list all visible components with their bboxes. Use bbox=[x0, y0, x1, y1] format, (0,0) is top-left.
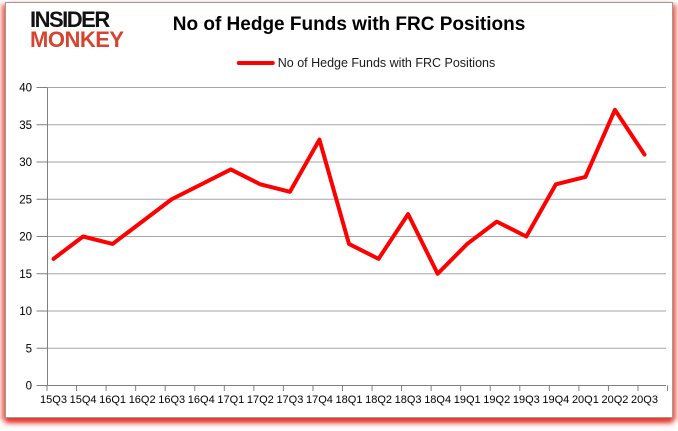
chart-title: No of Hedge Funds with FRC Positions bbox=[172, 14, 526, 35]
x-axis-label-19Q1: 19Q1 bbox=[454, 394, 481, 406]
x-axis-label-18Q4: 18Q4 bbox=[424, 394, 451, 406]
y-axis-label-40: 40 bbox=[19, 83, 32, 95]
x-axis-label-16Q2: 16Q2 bbox=[129, 394, 156, 406]
y-axis-label-20: 20 bbox=[19, 232, 32, 244]
x-axis-label-18Q1: 18Q1 bbox=[336, 394, 363, 406]
x-axis-label-17Q2: 17Q2 bbox=[247, 394, 274, 406]
x-axis-label-19Q4: 19Q4 bbox=[542, 394, 569, 406]
x-axis-label-19Q2: 19Q2 bbox=[483, 394, 510, 406]
y-axis-label-5: 5 bbox=[26, 343, 32, 355]
y-axis-label-0: 0 bbox=[26, 381, 32, 393]
insider-monkey-logo: INSIDER MONKEY bbox=[30, 7, 124, 52]
x-axis-label-20Q1: 20Q1 bbox=[572, 394, 599, 406]
legend-line-marker bbox=[236, 61, 275, 65]
x-axis-label-15Q3: 15Q3 bbox=[40, 394, 67, 406]
x-axis-label-18Q2: 18Q2 bbox=[365, 394, 392, 406]
y-axis-label-30: 30 bbox=[19, 157, 32, 169]
x-axis-label-20Q2: 20Q2 bbox=[601, 394, 628, 406]
logo-text-insider: INSIDER bbox=[30, 7, 110, 32]
y-axis-label-25: 25 bbox=[19, 194, 32, 206]
x-axis-label-16Q1: 16Q1 bbox=[99, 394, 126, 406]
x-axis-label-17Q4: 17Q4 bbox=[306, 394, 333, 406]
y-axis-label-15: 15 bbox=[19, 269, 32, 281]
y-axis-label-35: 35 bbox=[19, 120, 32, 132]
x-axis-label-18Q3: 18Q3 bbox=[395, 394, 422, 406]
x-axis-label-17Q1: 17Q1 bbox=[217, 394, 244, 406]
x-axis-label-20Q3: 20Q3 bbox=[631, 394, 658, 406]
x-axis-label-16Q4: 16Q4 bbox=[188, 394, 215, 406]
legend-label: No of Hedge Funds with FRC Positions bbox=[277, 56, 496, 70]
series-line-hedge-funds bbox=[51, 107, 647, 276]
y-axis-label-10: 10 bbox=[19, 306, 32, 318]
logo-text-monkey: MONKEY bbox=[30, 27, 124, 52]
x-axis-label-17Q3: 17Q3 bbox=[276, 394, 303, 406]
x-axis-label-16Q3: 16Q3 bbox=[158, 394, 185, 406]
x-axis-label-15Q4: 15Q4 bbox=[70, 394, 97, 406]
x-axis-label-19Q3: 19Q3 bbox=[513, 394, 540, 406]
chart-legend: No of Hedge Funds with FRC Positions bbox=[236, 56, 496, 70]
